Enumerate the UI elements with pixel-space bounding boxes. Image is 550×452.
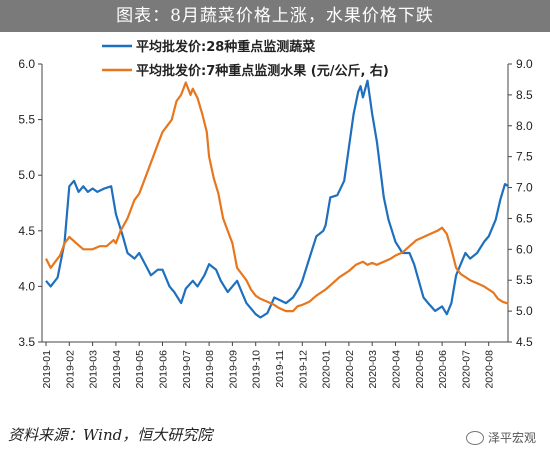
x-tick-label: 2019-07 (181, 350, 193, 389)
y-right-tick-label: 7.5 (516, 150, 533, 164)
x-tick-label: 2019-03 (88, 350, 100, 389)
y-right-tick-label: 8.5 (516, 88, 533, 102)
y-right-tick-label: 5.5 (516, 273, 533, 287)
series-layer (45, 79, 510, 319)
series-line-vegetables (45, 79, 510, 319)
y-left-tick-label: 4.0 (18, 279, 35, 293)
x-tick-label: 2020-07 (460, 350, 472, 389)
y-right-tick-label: 7.0 (516, 181, 533, 195)
y-left-tick-label: 4.5 (18, 224, 35, 238)
y-right-tick-label: 5.0 (516, 304, 533, 318)
x-tick-label: 2019-12 (297, 350, 309, 389)
x-tick-label: 2019-06 (158, 350, 170, 389)
chart-axes: 3.5 4.0 4.5 5.0 5.5 6.0 4.5 5.0 5.5 6.0 6.5 7.0 7.5 8… (18, 57, 533, 389)
legend-label-fruits: 平均批发价:7种重点监测水果 (元/公斤, 右) (136, 63, 389, 79)
x-tick-label: 2020-05 (414, 350, 426, 389)
y-left-tick-label: 5.0 (18, 168, 35, 182)
x-tick-label: 2019-02 (64, 350, 76, 389)
x-tick-label: 2020-04 (391, 350, 403, 389)
x-tick-label: 2020-06 (437, 350, 449, 389)
chart-title: 图表：8月蔬菜价格上涨，水果价格下跌 (0, 0, 550, 32)
x-tick-label: 2020-02 (344, 350, 356, 389)
x-tick-label: 2019-09 (227, 350, 239, 389)
y-left-tick-label: 6.0 (18, 57, 35, 71)
x-tick-label: 2020-03 (367, 350, 379, 389)
x-tick-label: 2019-01 (41, 350, 53, 389)
y-left-tick-label: 5.5 (18, 113, 35, 127)
y-right-tick-label: 6.5 (516, 211, 533, 225)
watermark-text: 泽平宏观 (487, 431, 536, 445)
watermark: 泽平宏观 (465, 429, 536, 446)
line-chart: 3.5 4.0 4.5 5.0 5.5 6.0 4.5 5.0 5.5 6.0 6.5 7.0 7.5 8… (18, 39, 533, 389)
y-right-tick-label: 4.5 (516, 335, 533, 349)
x-tick-label: 2019-05 (134, 350, 146, 389)
x-tick-label: 2019-04 (111, 350, 123, 389)
wechat-icon (465, 430, 484, 445)
x-tick-label: 2019-11 (274, 350, 286, 388)
x-tick-label: 2020-08 (484, 350, 496, 389)
x-tick-label: 2019-08 (204, 350, 216, 389)
y-right-tick-label: 6.0 (516, 242, 533, 256)
y-right-tick-label: 9.0 (516, 57, 533, 71)
x-tick-label: 2020-01 (321, 350, 333, 389)
legend-label-vegetables: 平均批发价:28种重点监测蔬菜 (136, 39, 315, 55)
source-note: 资料来源：Wind，恒大研究院 (8, 426, 213, 444)
x-tick-label: 2019-10 (251, 350, 263, 389)
series-line-fruits (45, 81, 509, 313)
y-left-tick-label: 3.5 (18, 335, 35, 349)
y-right-tick-label: 8.0 (516, 119, 533, 133)
